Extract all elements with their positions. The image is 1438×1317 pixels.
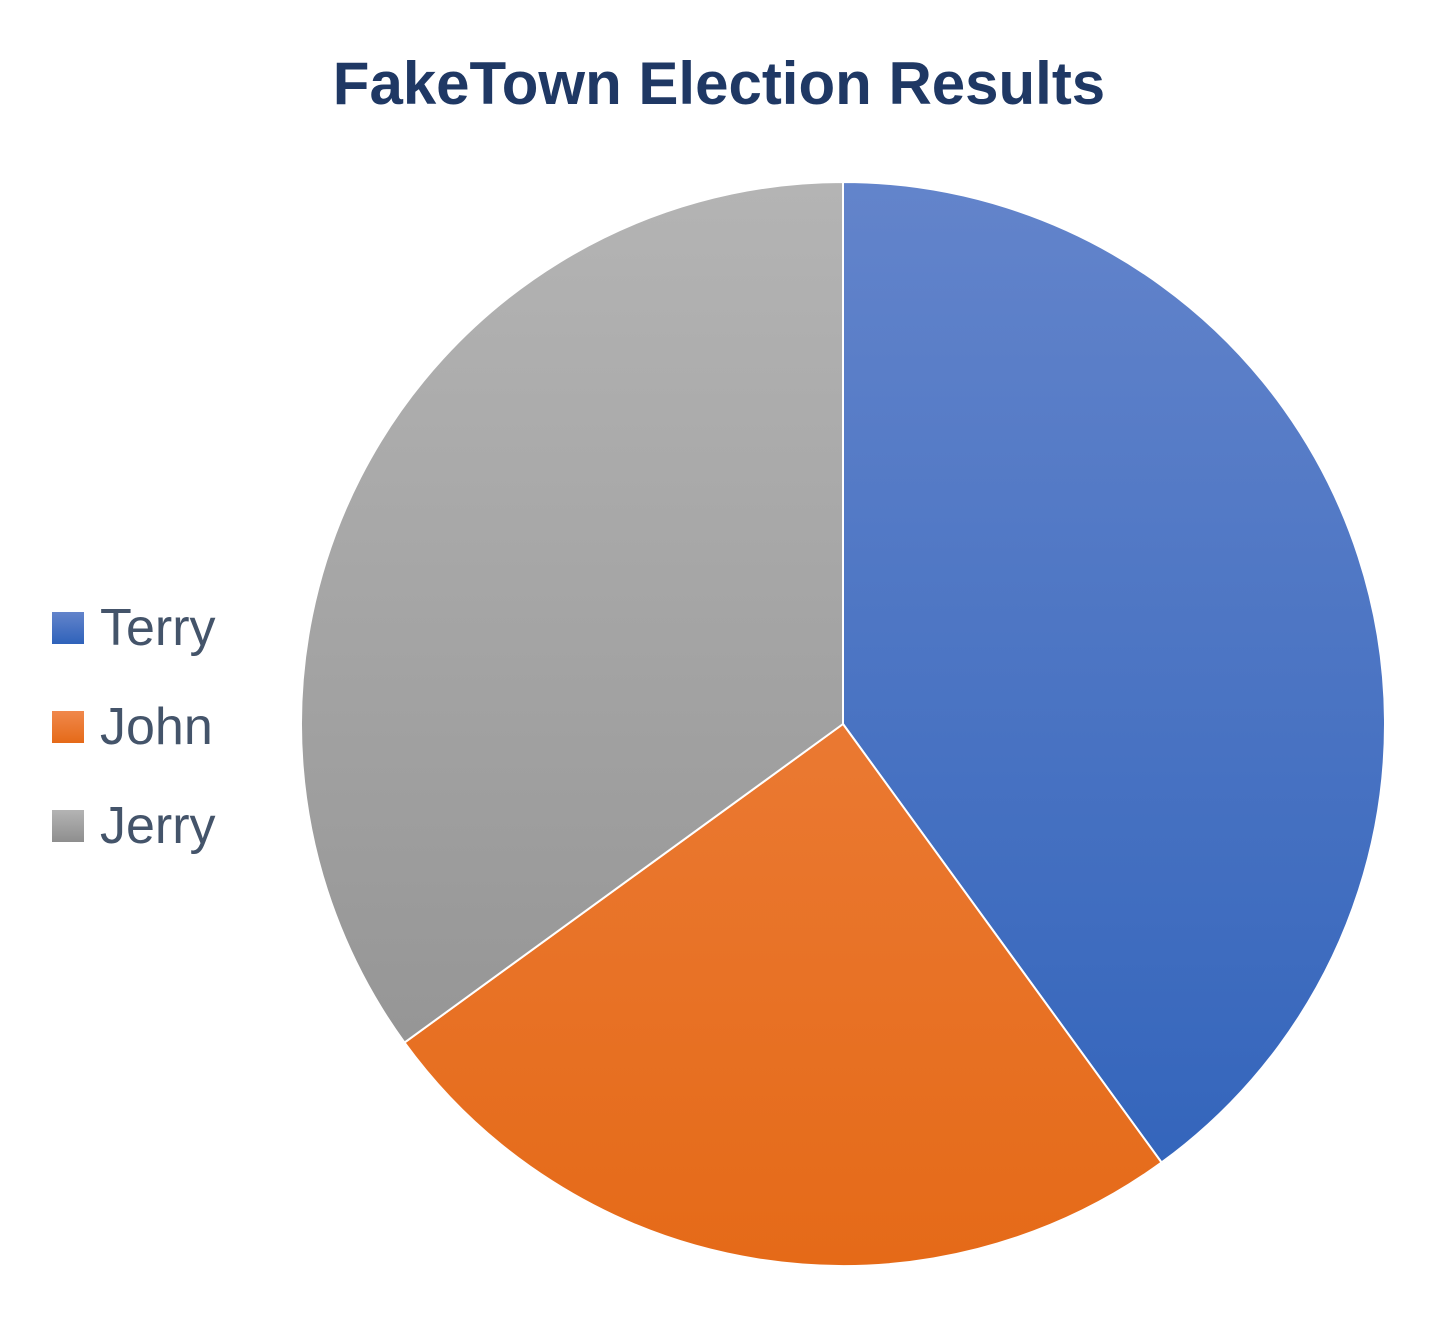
legend-label-terry: Terry xyxy=(100,598,216,657)
legend: Terry John Jerry xyxy=(52,578,292,875)
chart-title: FakeTown Election Results xyxy=(332,50,1106,117)
pie-slice-terry xyxy=(842,180,1386,1164)
legend-label-john: John xyxy=(100,697,213,756)
pie-slice-john xyxy=(403,722,1163,1267)
pie-slice-jerry xyxy=(300,180,844,1044)
legend-label-jerry: Jerry xyxy=(100,796,216,855)
legend-item-jerry: Jerry xyxy=(52,776,292,875)
legend-swatch-john xyxy=(52,710,84,743)
legend-swatch-terry xyxy=(52,611,84,644)
legend-swatch-jerry xyxy=(52,809,84,842)
pie-slices xyxy=(300,180,1386,1267)
legend-item-john: John xyxy=(52,677,292,776)
legend-item-terry: Terry xyxy=(52,578,292,677)
